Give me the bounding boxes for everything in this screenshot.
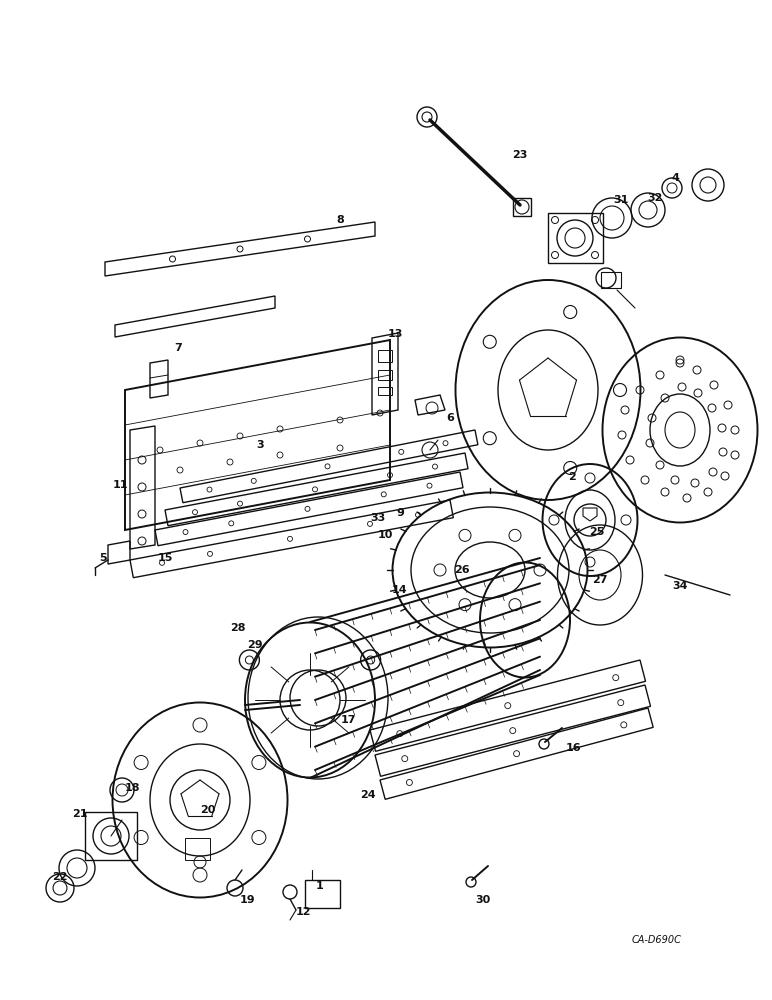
- Text: 28: 28: [230, 623, 245, 633]
- Text: 7: 7: [174, 343, 182, 353]
- Text: 12: 12: [295, 907, 311, 917]
- Text: 11: 11: [112, 480, 127, 490]
- Text: 21: 21: [73, 809, 88, 819]
- Text: 8: 8: [336, 215, 344, 225]
- Bar: [378, 350, 392, 362]
- Text: 2: 2: [568, 472, 576, 482]
- Text: 24: 24: [361, 790, 376, 800]
- Text: 34: 34: [672, 581, 688, 591]
- Text: 27: 27: [592, 575, 608, 585]
- Bar: [513, 198, 531, 216]
- Bar: [185, 838, 210, 860]
- Bar: [378, 387, 392, 395]
- Text: 17: 17: [340, 715, 356, 725]
- Text: 19: 19: [240, 895, 256, 905]
- Text: 26: 26: [454, 565, 470, 575]
- Bar: [601, 272, 621, 288]
- Bar: [305, 880, 340, 908]
- Text: 29: 29: [247, 640, 262, 650]
- Text: 18: 18: [124, 783, 140, 793]
- Text: 5: 5: [99, 553, 107, 563]
- Text: 31: 31: [613, 195, 628, 205]
- Text: 10: 10: [378, 530, 393, 540]
- Text: 9: 9: [396, 508, 404, 518]
- Text: 20: 20: [200, 805, 215, 815]
- Text: 22: 22: [52, 872, 68, 882]
- Text: 14: 14: [392, 585, 408, 595]
- Text: 15: 15: [157, 553, 173, 563]
- Text: 32: 32: [647, 193, 662, 203]
- Text: 33: 33: [371, 513, 386, 523]
- Text: 3: 3: [256, 440, 264, 450]
- Text: 23: 23: [513, 150, 528, 160]
- Text: CA-D690C: CA-D690C: [632, 935, 682, 945]
- Text: 1: 1: [316, 881, 324, 891]
- Text: 25: 25: [589, 527, 604, 537]
- Bar: [548, 213, 603, 263]
- Text: 4: 4: [671, 173, 679, 183]
- Text: 13: 13: [388, 329, 403, 339]
- Bar: [378, 370, 392, 380]
- Text: 16: 16: [566, 743, 582, 753]
- Text: 30: 30: [476, 895, 491, 905]
- Bar: [85, 812, 137, 860]
- Text: 6: 6: [446, 413, 454, 423]
